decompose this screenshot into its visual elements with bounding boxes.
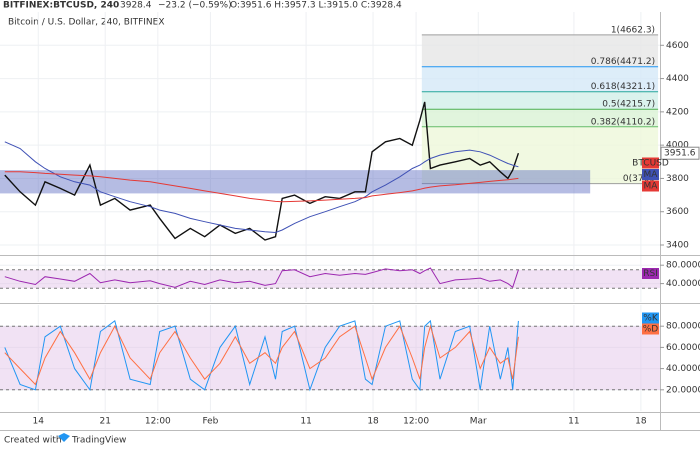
fib-fill bbox=[421, 66, 659, 92]
change: −23.2 (−0.59%) bbox=[158, 1, 232, 11]
x-tick-label: 11 bbox=[568, 417, 579, 427]
series-line bbox=[4, 171, 519, 203]
y-tick-label: 40.0000 bbox=[666, 364, 700, 374]
y-tick-label: 4400 bbox=[666, 74, 689, 84]
fib-label: 0.5(4215.7) bbox=[602, 100, 655, 110]
last-price-tag bbox=[660, 146, 700, 160]
legend-tag bbox=[642, 169, 659, 180]
x-tick-label: 11 bbox=[300, 417, 311, 427]
legend-label: %K bbox=[643, 314, 659, 324]
y-tick-label: 3600 bbox=[666, 207, 689, 217]
x-tick-label: 12:00 bbox=[145, 417, 171, 427]
band bbox=[0, 326, 660, 390]
y-tick-label: 4600 bbox=[666, 41, 689, 51]
fib-fill bbox=[421, 126, 659, 184]
x-tick-label: 14 bbox=[33, 417, 45, 427]
chart-title: Bitcoin / U.S. Dollar, 240, BITFINEX bbox=[8, 18, 165, 28]
x-tick-label: 18 bbox=[367, 417, 379, 427]
series-line bbox=[4, 319, 519, 392]
y-tick-label: 80.0000 bbox=[666, 261, 700, 271]
y-tick-label: 3800 bbox=[666, 174, 689, 184]
legend-tag bbox=[642, 312, 659, 324]
series-line bbox=[4, 141, 519, 234]
legend-label: MA bbox=[644, 170, 659, 180]
x-tick-label: 18 bbox=[635, 417, 647, 427]
fib-fill bbox=[421, 34, 659, 67]
fib-label: 0.786(4471.2) bbox=[591, 57, 655, 67]
y-tick-label: 40.0000 bbox=[666, 279, 700, 289]
zone bbox=[0, 170, 591, 194]
ohlc: O:3951.6 H:3957.3 L:3915.0 C:3928.4 bbox=[230, 1, 402, 11]
footer-brand: TradingView bbox=[71, 436, 126, 446]
fib-fill bbox=[421, 109, 659, 127]
fib-label: 0.382(4110.2) bbox=[591, 117, 655, 127]
y-tick-label: 80.0000 bbox=[666, 322, 700, 332]
legend-tag bbox=[642, 180, 659, 192]
y-tick-label: 4200 bbox=[666, 107, 689, 117]
legend-label: BTCUSD bbox=[632, 159, 669, 169]
fib-label: 0(3769 bbox=[623, 174, 655, 184]
y-tick-label: 60.0000 bbox=[666, 343, 700, 353]
legend-tag bbox=[642, 157, 659, 169]
legend-label: %D bbox=[643, 325, 659, 335]
series-line bbox=[4, 101, 520, 241]
band bbox=[0, 269, 660, 289]
symbol: BITFINEX:BTCUSD, 240 bbox=[3, 1, 119, 11]
last-price: 3928.4 bbox=[120, 1, 152, 11]
series-line bbox=[4, 267, 519, 289]
y-tick-label: 4000 bbox=[666, 141, 689, 151]
y-tick-label: 20.0000 bbox=[666, 385, 700, 395]
legend-label: RSI bbox=[643, 269, 658, 279]
legend-tag bbox=[642, 268, 659, 279]
legend-tag bbox=[642, 323, 659, 335]
fib-fill bbox=[421, 91, 659, 110]
y-tick-label: 3400 bbox=[666, 241, 689, 251]
legend-label: MA bbox=[644, 182, 659, 192]
plot-layer bbox=[0, 12, 660, 411]
x-tick-label: 12:00 bbox=[403, 417, 429, 427]
series-line bbox=[4, 324, 519, 386]
x-tick-label: Mar bbox=[470, 417, 487, 427]
x-tick-label: Feb bbox=[202, 417, 218, 427]
brand-logo bbox=[58, 433, 70, 442]
fib-label: 0.618(4321.1) bbox=[591, 82, 655, 92]
last-price-label: 3951.6 bbox=[664, 149, 696, 159]
fib-label: 1(4662.3) bbox=[611, 25, 655, 35]
x-tick-label: 21 bbox=[99, 417, 110, 427]
footer-created: Created with bbox=[4, 436, 62, 446]
